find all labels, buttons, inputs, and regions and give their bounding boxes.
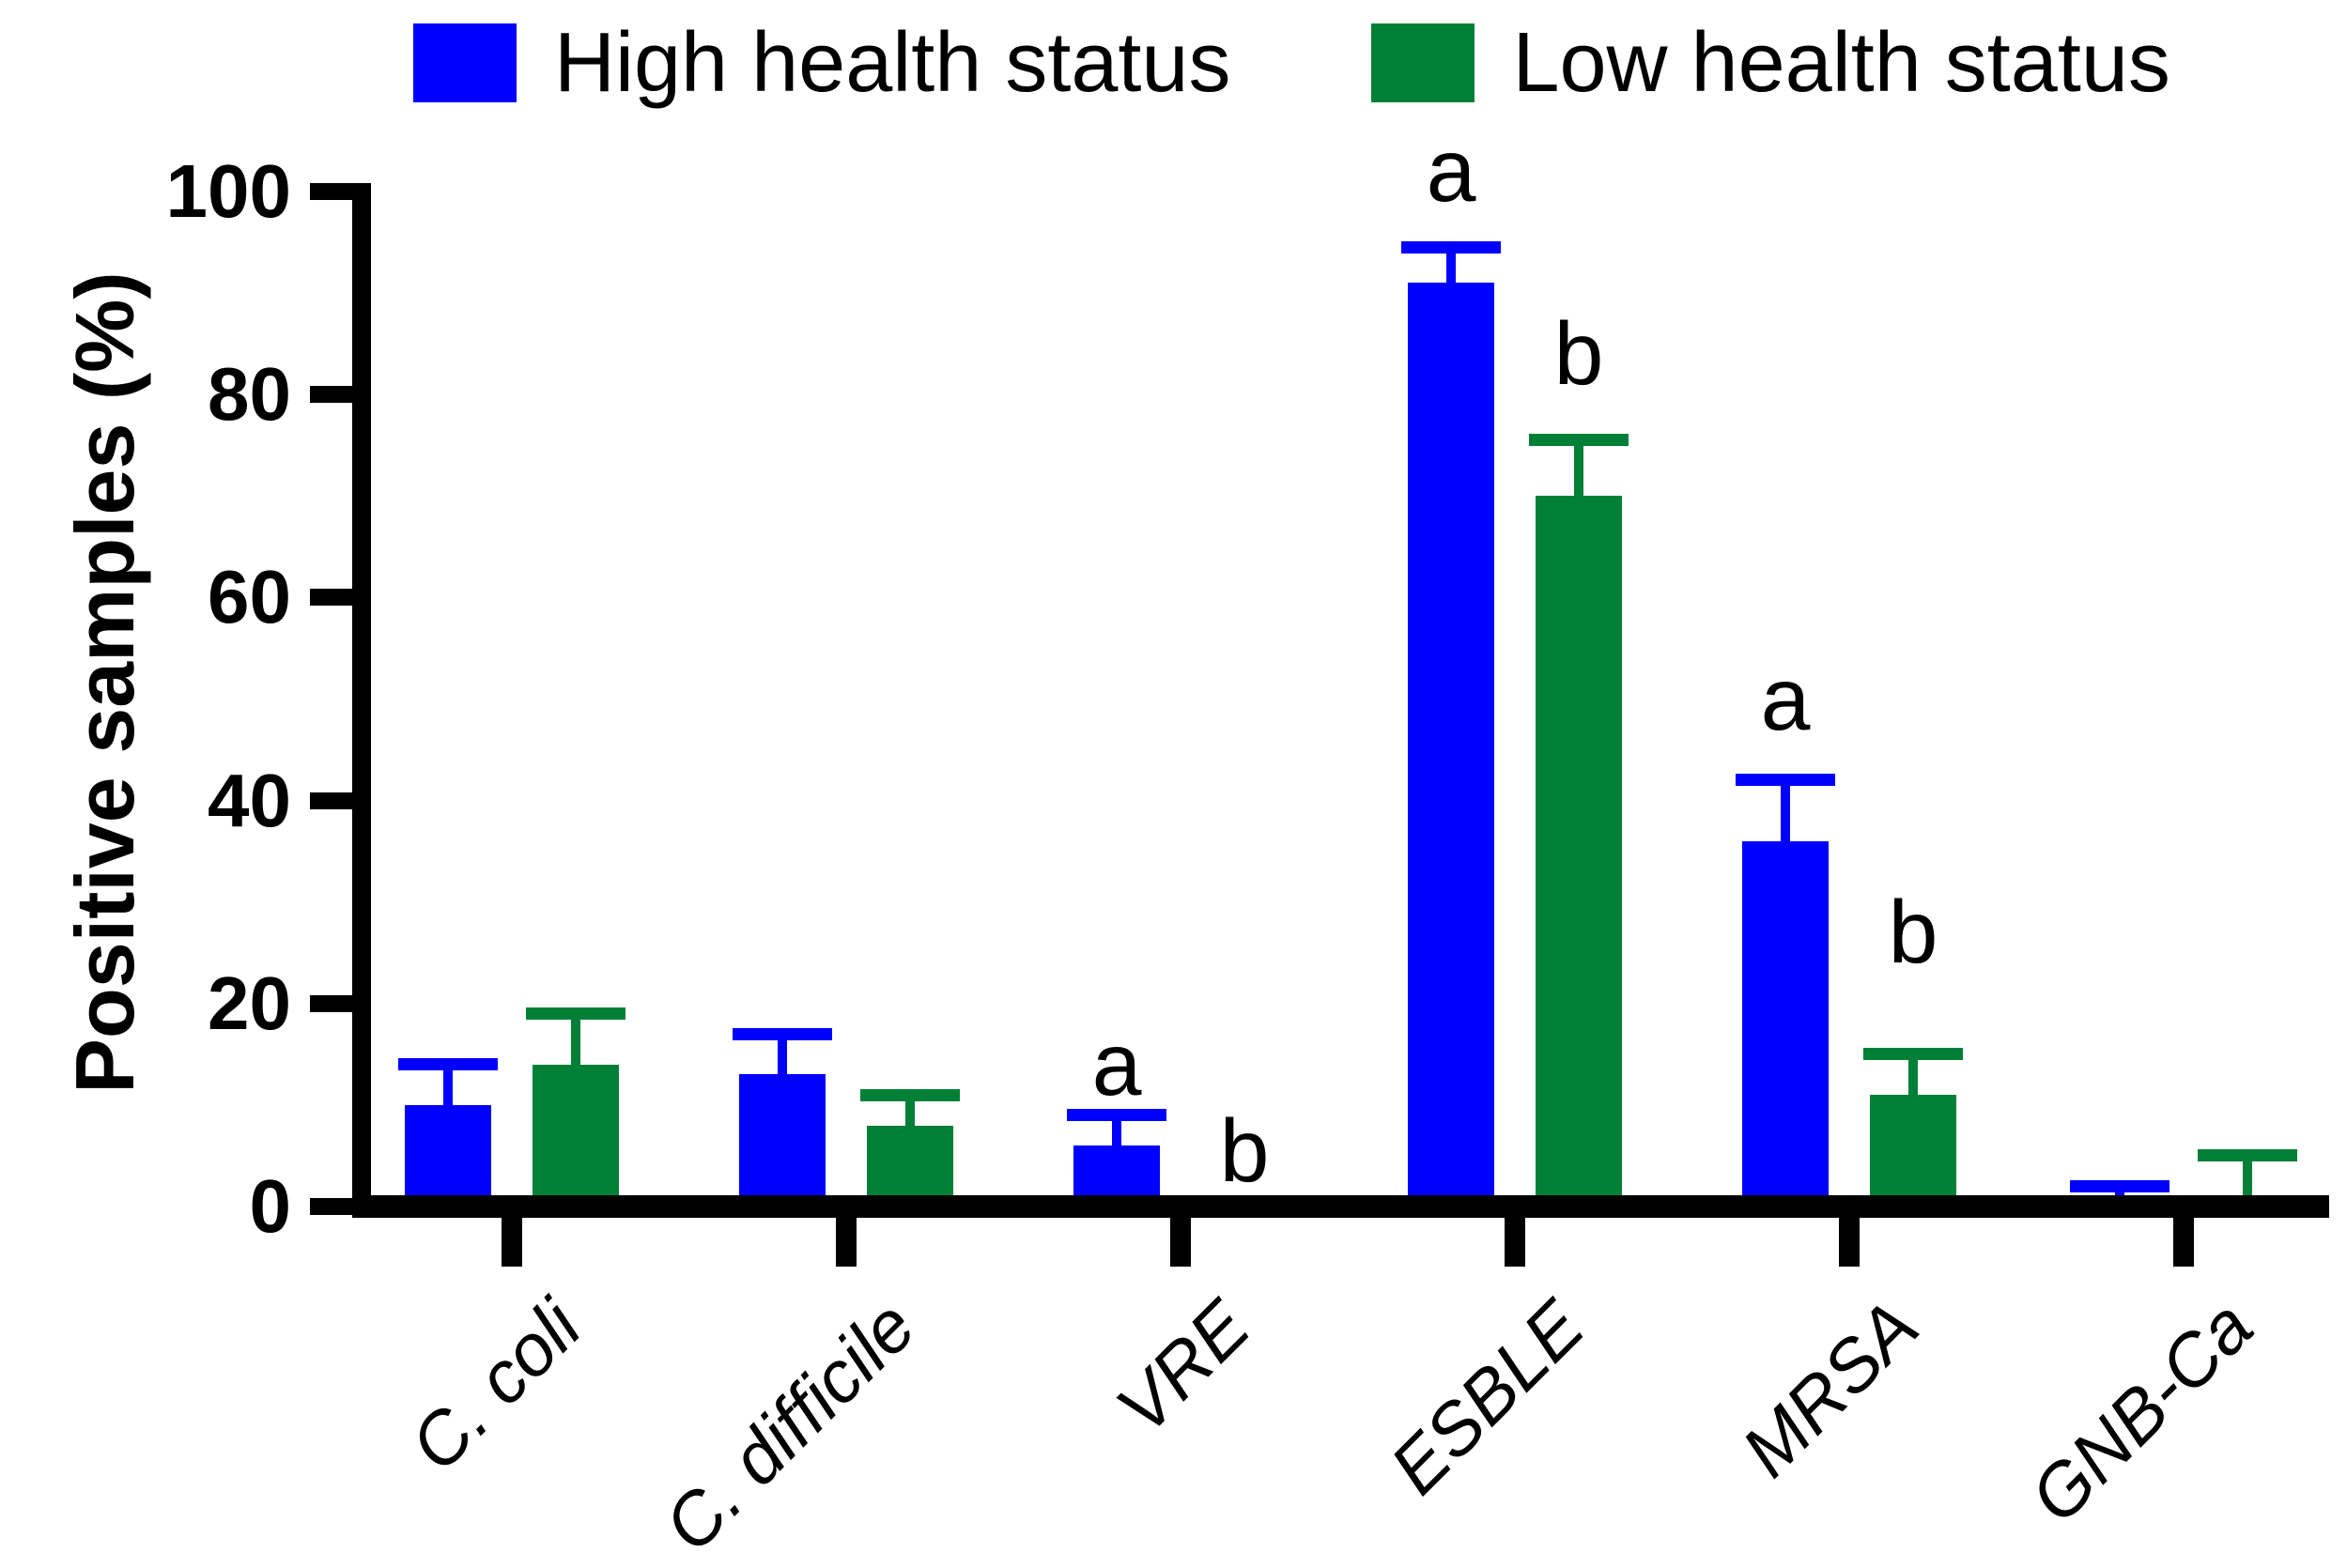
y-tick-label-80: 80 <box>208 352 291 437</box>
error-stem-high-2 <box>1112 1115 1121 1146</box>
error-stem-low-0 <box>571 1013 580 1065</box>
y-tick-20 <box>310 994 352 1012</box>
significance-letter-MRSA-b: b <box>1888 883 1938 983</box>
bar-low-0 <box>533 1064 619 1195</box>
legend-swatch-low-icon <box>1371 23 1475 102</box>
bar-low-1 <box>867 1125 953 1195</box>
error-cap-high-0 <box>398 1058 498 1071</box>
error-stem-high-0 <box>443 1064 453 1105</box>
error-cap-low-5 <box>2198 1149 2297 1162</box>
bar-high-4 <box>1742 840 1829 1195</box>
error-cap-high-4 <box>1736 774 1835 787</box>
error-cap-low-0 <box>526 1007 625 1021</box>
significance-letter-MRSA-a: a <box>1760 649 1811 749</box>
x-label-0: C. coli <box>394 1284 597 1487</box>
error-stem-high-4 <box>1781 779 1790 841</box>
y-tick-label-60: 60 <box>208 555 291 639</box>
legend-label-high: High health status <box>554 16 1231 110</box>
x-tick-4 <box>1839 1218 1860 1267</box>
bar-high-0 <box>405 1104 491 1195</box>
legend-item-low: Low health status <box>1371 16 2170 110</box>
x-tick-1 <box>836 1218 857 1267</box>
significance-letter-ESBLE-b: b <box>1553 303 1604 404</box>
error-cap-low-1 <box>860 1088 960 1101</box>
y-tick-label-20: 20 <box>208 961 291 1045</box>
legend: High health status Low health status <box>413 21 2170 105</box>
error-cap-low-3 <box>1529 434 1629 447</box>
error-stem-low-5 <box>2243 1155 2252 1195</box>
error-cap-high-1 <box>733 1027 832 1040</box>
error-cap-low-4 <box>1863 1048 1963 1061</box>
error-cap-high-2 <box>1067 1109 1166 1122</box>
x-tick-2 <box>1170 1218 1191 1267</box>
bar-low-4 <box>1870 1095 1956 1195</box>
x-tick-0 <box>502 1218 522 1267</box>
error-cap-high-5 <box>2070 1179 2169 1192</box>
x-tick-3 <box>1505 1218 1525 1267</box>
y-tick-0 <box>310 1198 352 1215</box>
significance-letter-VRE-b: b <box>1219 1100 1270 1201</box>
bar-high-3 <box>1408 283 1494 1195</box>
legend-item-high: High health status <box>413 21 1230 105</box>
y-tick-80 <box>310 386 352 404</box>
y-tick-label-100: 100 <box>165 149 291 233</box>
x-tick-5 <box>2173 1218 2194 1267</box>
legend-label-low: Low health status <box>1512 16 2170 110</box>
significance-letter-ESBLE-a: a <box>1426 121 1476 222</box>
y-tick-40 <box>310 792 352 809</box>
error-stem-low-3 <box>1574 439 1583 497</box>
error-stem-low-4 <box>1908 1053 1918 1096</box>
error-stem-high-1 <box>778 1034 787 1075</box>
error-cap-high-3 <box>1401 240 1501 254</box>
y-tick-60 <box>310 589 352 607</box>
bar-high-2 <box>1073 1145 1160 1195</box>
y-axis-line <box>352 183 371 1218</box>
bar-low-3 <box>1536 496 1622 1195</box>
y-tick-label-0: 0 <box>249 1164 292 1248</box>
y-tick-label-40: 40 <box>208 758 291 842</box>
significance-letter-VRE-a: a <box>1091 1014 1142 1115</box>
y-tick-100 <box>310 183 352 200</box>
bar-high-1 <box>739 1074 826 1195</box>
x-axis-line <box>352 1195 2329 1218</box>
error-stem-high-3 <box>1446 247 1456 284</box>
error-stem-low-1 <box>905 1095 915 1126</box>
legend-swatch-high-icon <box>413 23 517 102</box>
